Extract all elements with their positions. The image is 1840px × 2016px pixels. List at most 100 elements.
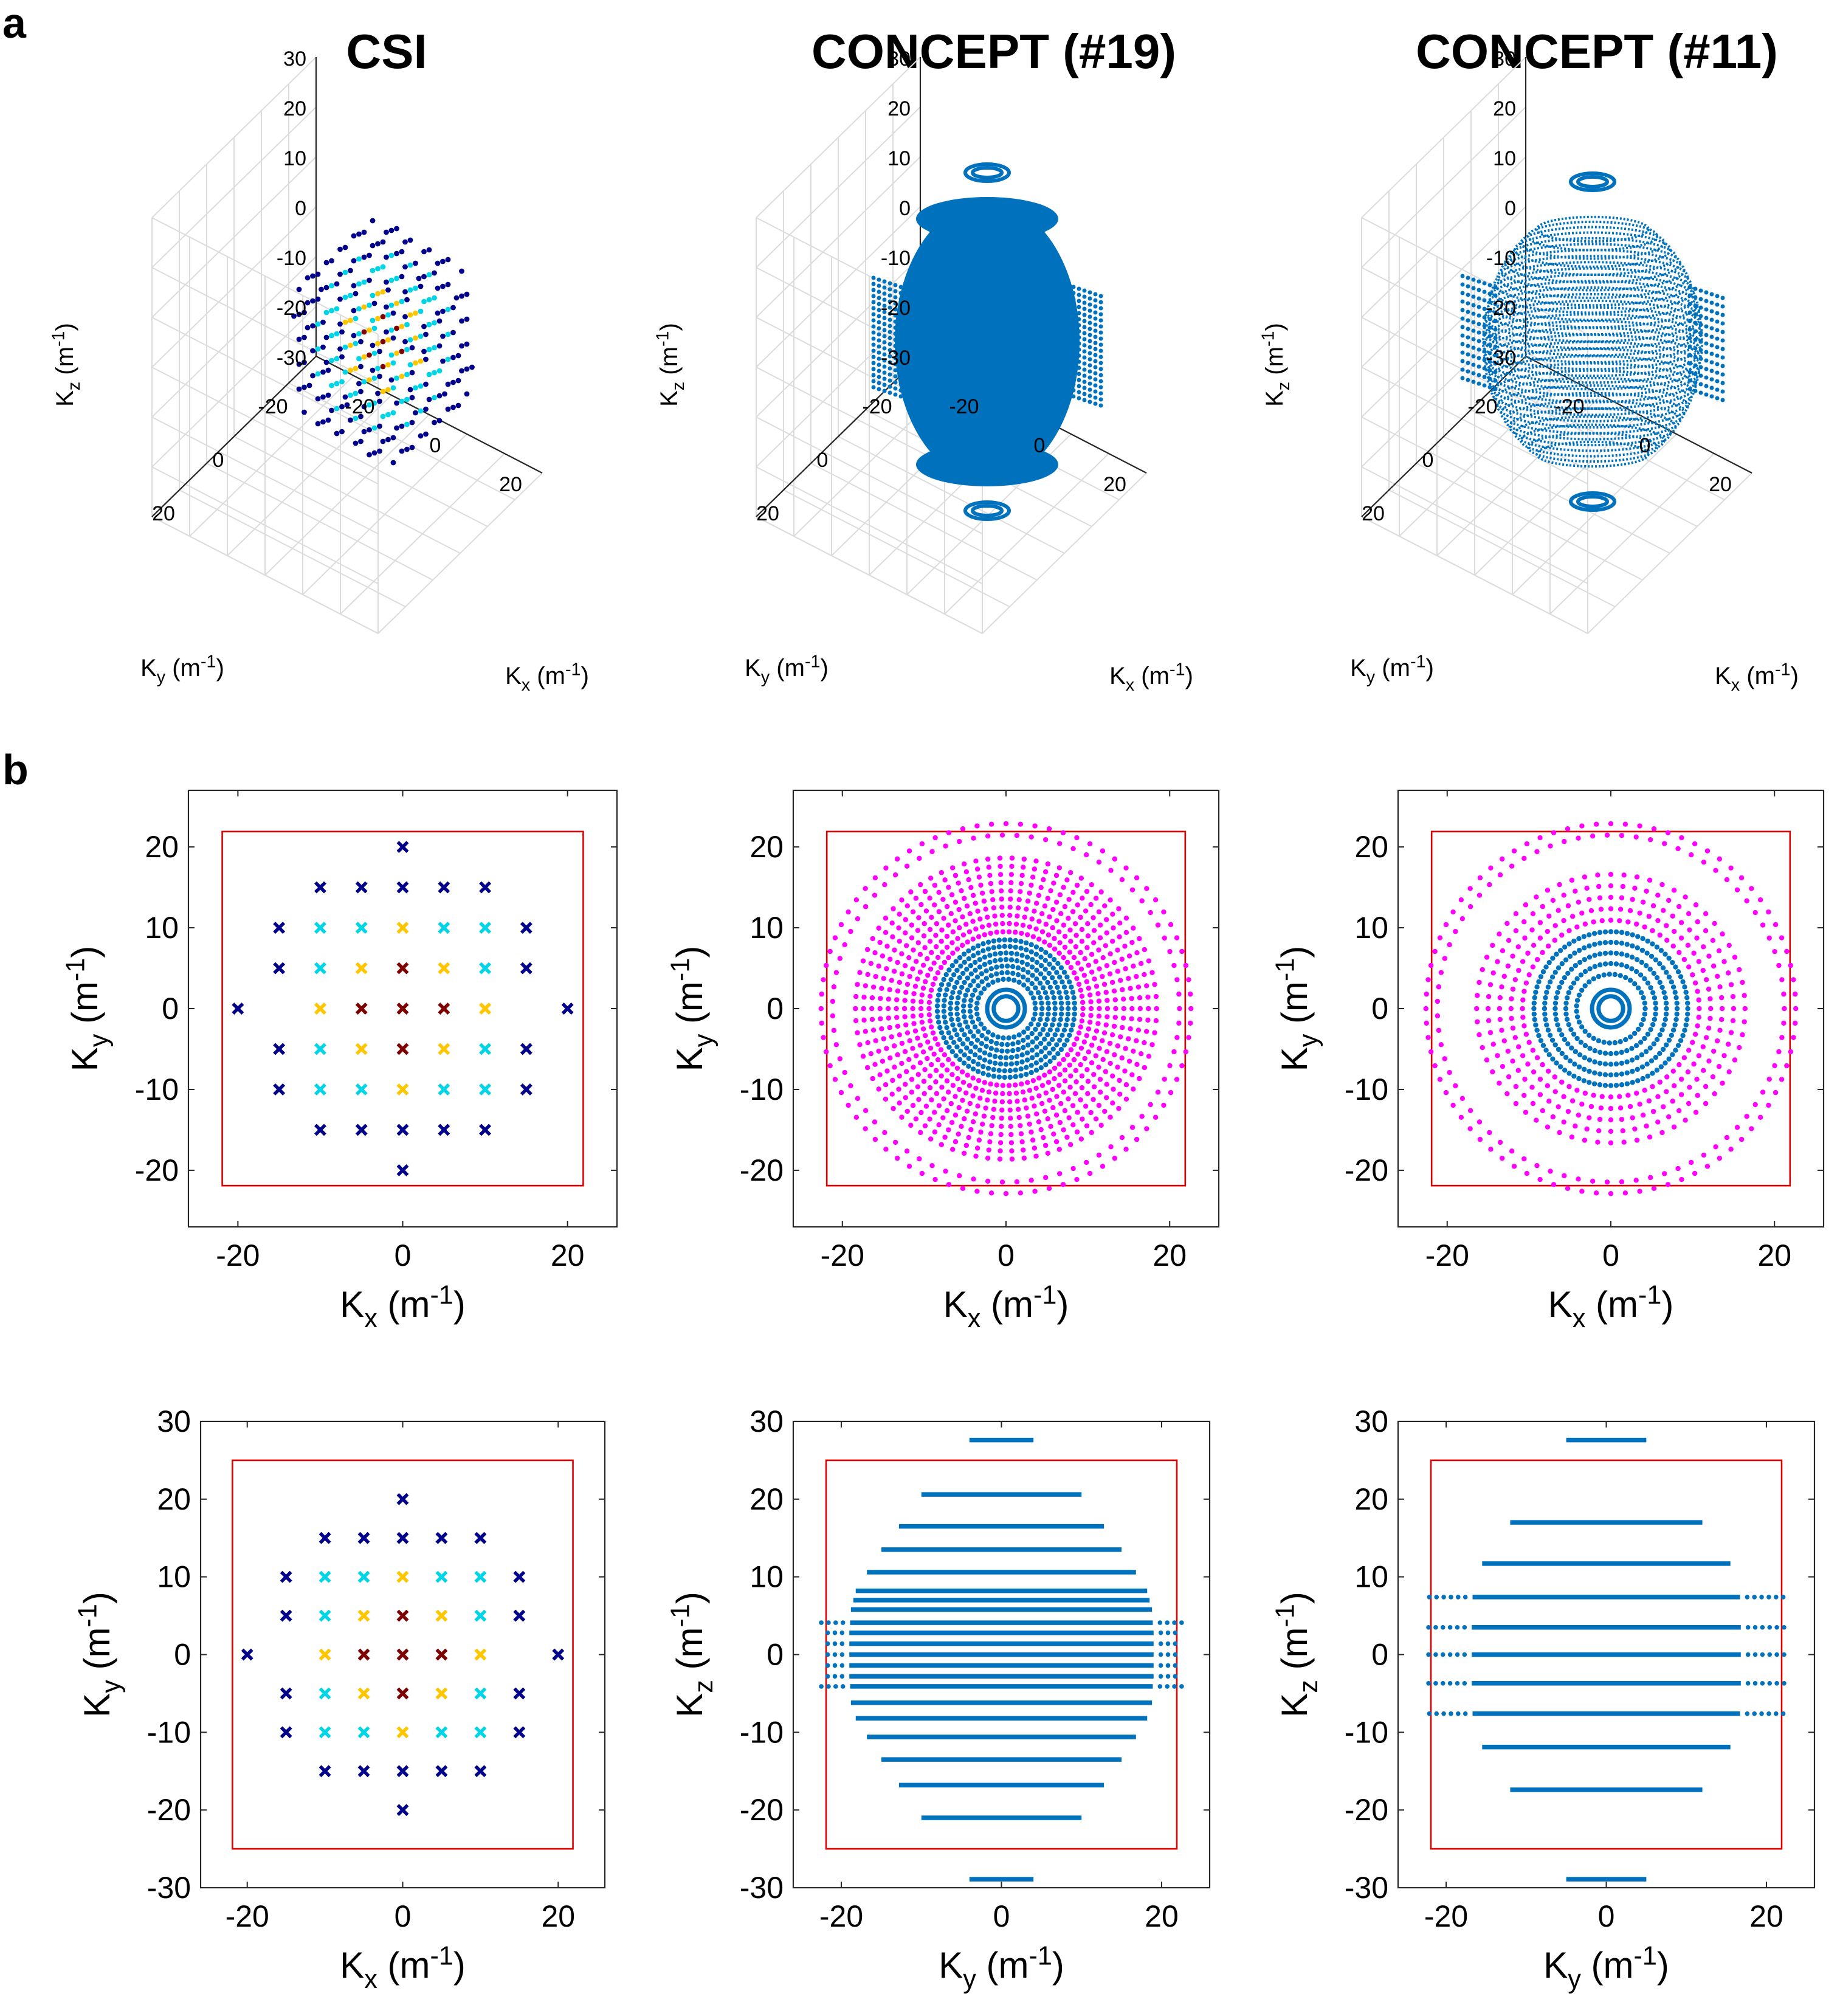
data-point: [1592, 942, 1597, 947]
data-point: [1709, 317, 1714, 322]
z-tick-label: 20: [887, 97, 911, 120]
data-point: [942, 1014, 947, 1020]
data-point: [1707, 996, 1713, 1002]
data-point: [1653, 957, 1659, 962]
data-point: [975, 943, 981, 948]
axis-label-part: x: [364, 1965, 377, 1994]
data-point: [1064, 1052, 1070, 1058]
data-point: [1726, 1069, 1732, 1075]
data-point: [337, 271, 343, 277]
data-point: [1630, 1115, 1635, 1120]
data-point: [435, 310, 441, 316]
data-point: [1678, 935, 1684, 941]
data-point: [329, 283, 334, 289]
data-point: [1122, 944, 1128, 949]
data-point: [1647, 1175, 1653, 1181]
data-point: [1098, 342, 1103, 347]
data-point: [1505, 963, 1511, 969]
data-point: [1554, 1017, 1559, 1023]
data-point: [1693, 286, 1698, 291]
data-point: [1682, 1027, 1687, 1033]
data-point: [1624, 964, 1630, 969]
data-point: [832, 1630, 838, 1635]
data-point: [301, 409, 307, 415]
data-point: [1596, 973, 1602, 979]
data-point: [832, 1641, 838, 1646]
data-point: [887, 1024, 892, 1030]
data-point: [973, 1111, 979, 1117]
data-point: [976, 934, 982, 939]
axis-label-part: -1: [201, 652, 216, 672]
data-point: [975, 908, 980, 914]
data-point: [1523, 1110, 1529, 1115]
x-tick-label: 20: [1145, 1899, 1179, 1933]
data-point: [1066, 1006, 1071, 1012]
data-point: [963, 1142, 970, 1148]
data-point: [1013, 930, 1018, 935]
data-point: [1581, 934, 1587, 939]
data-point: [1029, 1129, 1034, 1135]
data-point: [918, 882, 923, 888]
data-point: [871, 361, 876, 365]
data-point: [1622, 1190, 1628, 1196]
data-point: [1693, 1110, 1699, 1115]
axis-label-part: z: [1274, 382, 1294, 390]
data-point: [1701, 1068, 1706, 1073]
data-point: [1562, 1068, 1568, 1073]
data-point: [1653, 1055, 1659, 1060]
y-tick-label: -10: [135, 1072, 179, 1106]
data-point: [305, 325, 311, 331]
data-point: [1104, 930, 1109, 936]
data-point-cross: [513, 1726, 526, 1739]
data-point: [1043, 1062, 1049, 1068]
data-ring: [1503, 399, 1682, 441]
data-point: [1773, 1595, 1779, 1600]
data-point: [1574, 1014, 1580, 1020]
data-point: [1627, 1103, 1633, 1110]
data-point: [913, 1116, 919, 1122]
data-point: [348, 342, 353, 348]
data-point: [853, 1114, 860, 1120]
data-point: [1685, 1000, 1690, 1006]
data-point: [1582, 983, 1588, 989]
data-point: [970, 1019, 976, 1025]
data-point: [1188, 1006, 1194, 1012]
data-point: [1579, 1101, 1585, 1107]
data-point-cross: [319, 1531, 331, 1544]
data-point: [1095, 1021, 1101, 1026]
data-point: [1576, 899, 1582, 905]
data-point: [1471, 379, 1476, 384]
data-point: [911, 947, 916, 953]
data-point: [1029, 1063, 1034, 1068]
data-point: [413, 335, 418, 341]
data-point: [370, 292, 376, 299]
data-point: [407, 262, 413, 268]
z-tick-label: 10: [1493, 147, 1516, 170]
data-point: [1460, 376, 1465, 381]
axis-label-part: (m: [669, 1628, 710, 1680]
data-point: [1046, 1041, 1052, 1047]
data-point: [334, 306, 340, 312]
z-tick-label: 30: [887, 47, 911, 71]
data-point: [1053, 899, 1060, 905]
data-point: [1024, 1057, 1030, 1063]
data-point: [1488, 1147, 1494, 1152]
data-point: [1046, 1186, 1052, 1192]
y-tick-label: 10: [145, 911, 179, 945]
data-point: [954, 1000, 960, 1006]
data-point: [1643, 963, 1649, 968]
data-point: [1510, 986, 1516, 992]
data-point: [1066, 1096, 1071, 1102]
data-point: [1607, 972, 1612, 977]
data-point: [361, 229, 367, 235]
data-point: [992, 958, 998, 964]
data-point: [1532, 995, 1537, 1001]
data-point: [1717, 984, 1723, 990]
data-point: [926, 1006, 932, 1012]
data-point: [1027, 890, 1032, 896]
data-point: [1710, 1074, 1716, 1080]
data-point: [825, 1641, 830, 1646]
data-point: [442, 391, 447, 397]
data-point: [985, 1029, 991, 1035]
data-point: [413, 385, 418, 391]
